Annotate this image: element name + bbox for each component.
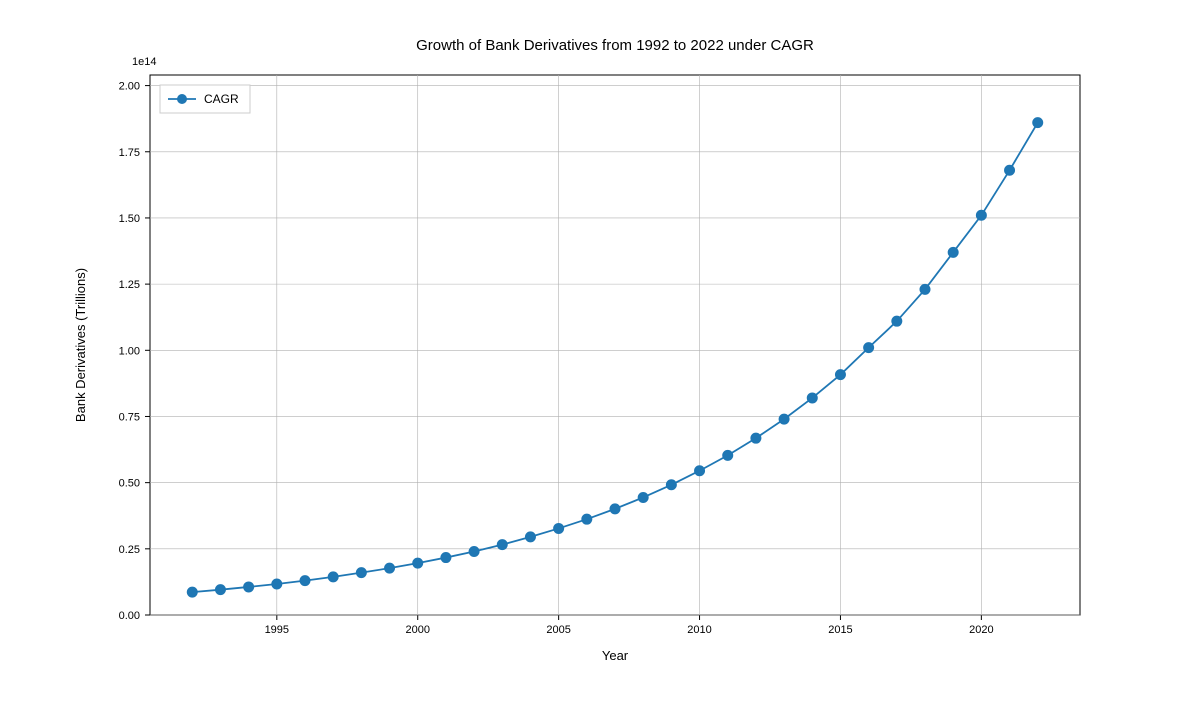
series-marker (441, 553, 451, 563)
chart-container: 1995 2000 2005 2010 2015 2020 0.00 0.25 0.50 0.75… (0, 0, 1200, 702)
series-marker (920, 284, 930, 294)
series-marker (497, 540, 507, 550)
series-marker (215, 585, 225, 595)
series-marker (525, 532, 535, 542)
series-marker (469, 546, 479, 556)
series-marker (751, 433, 761, 443)
series-marker (356, 568, 366, 578)
y-tick-label: 0.25 (119, 544, 140, 556)
series-marker (948, 247, 958, 257)
series-line (192, 123, 1037, 592)
y-tick-label: 1.50 (119, 213, 140, 225)
series-marker (187, 587, 197, 597)
x-tick-label: 2010 (687, 624, 711, 636)
y-tick-label: 1.00 (119, 345, 140, 357)
y-exponent-label: 1e14 (132, 56, 156, 68)
x-tick-label: 1995 (265, 624, 289, 636)
series-marker (1033, 118, 1043, 128)
series-marker (807, 393, 817, 403)
series-marker (638, 492, 648, 502)
x-axis-label: Year (602, 648, 629, 663)
series-marker (864, 343, 874, 353)
y-axis-label: Bank Derivatives (Trillions) (73, 268, 88, 422)
series-marker (244, 582, 254, 592)
series-marker (610, 504, 620, 514)
series-marker (666, 480, 676, 490)
x-tick-label: 2005 (546, 624, 570, 636)
y-tick-label: 1.25 (119, 279, 140, 291)
x-tick-label: 2020 (969, 624, 993, 636)
series-marker (835, 370, 845, 380)
y-tick-label: 0.75 (119, 411, 140, 423)
series-marker (779, 414, 789, 424)
x-tick-label: 2000 (405, 624, 429, 636)
series-marker (723, 450, 733, 460)
legend-marker-icon (177, 94, 187, 104)
series-marker (300, 576, 310, 586)
series-marker (695, 466, 705, 476)
series-marker (892, 316, 902, 326)
series-marker (272, 579, 282, 589)
series-marker (413, 558, 423, 568)
chart-title: Growth of Bank Derivatives from 1992 to … (416, 37, 814, 54)
y-tick-label: 1.75 (119, 147, 140, 159)
series-marker (976, 210, 986, 220)
y-tick-label: 0.00 (119, 610, 140, 622)
y-tick-label: 2.00 (119, 81, 140, 93)
plot-border (150, 75, 1080, 615)
series-marker (1005, 165, 1015, 175)
series-marker (582, 514, 592, 524)
series-marker (328, 572, 338, 582)
series-marker (385, 563, 395, 573)
x-tick-label: 2015 (828, 624, 852, 636)
series-marker (554, 523, 564, 533)
y-tick-label: 0.50 (119, 478, 140, 490)
legend-label: CAGR (204, 92, 239, 106)
chart-svg: 1995 2000 2005 2010 2015 2020 0.00 0.25 0.50 0.75… (0, 0, 1200, 702)
